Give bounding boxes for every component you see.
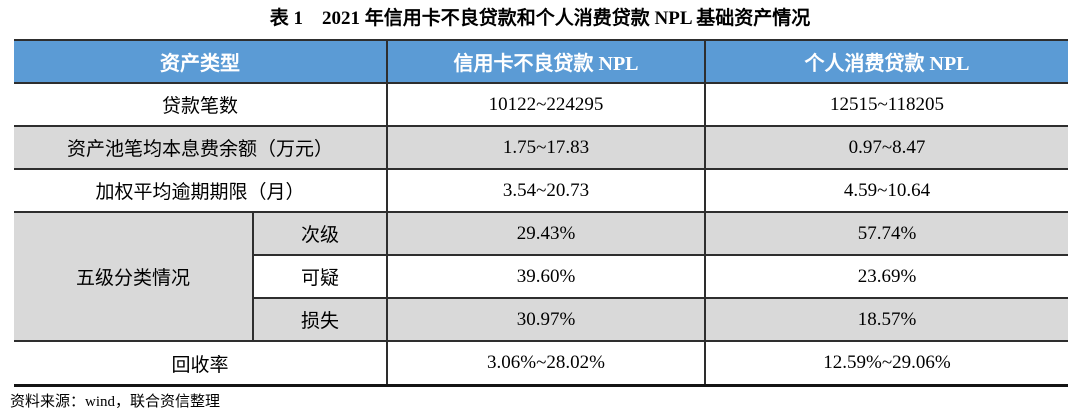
row-label: 加权平均逾期期限（月） [14,168,387,212]
row-label: 贷款笔数 [14,82,387,126]
table-row-classification-subprime: 五级分类情况 次级 29.43% 57.74% [14,211,1068,341]
cell-consumer-value: 18.57% [704,297,1068,341]
cell-consumer-value: 23.69% [704,254,1068,298]
cell-credit-card-value: 10122~224295 [386,82,705,126]
cell-credit-card-value: 1.75~17.83 [386,125,705,169]
cell-credit-card-value: 3.06%~28.02% [386,340,705,387]
cell-consumer-value: 0.97~8.47 [704,125,1068,169]
col-header-consumer-npl: 个人消费贷款 NPL [704,39,1068,83]
row-sub-label: 可疑 [252,254,387,298]
cell-consumer-value: 57.74% [704,211,1068,255]
row-sub-label: 次级 [252,211,387,255]
row-sub-label: 损失 [252,297,387,341]
table-row-recovery-rate: 回收率 3.06%~28.02% 12.59%~29.06% [14,340,1068,387]
table-row-overdue-term: 加权平均逾期期限（月） 3.54~20.73 4.59~10.64 [14,168,1068,212]
cell-consumer-value: 12515~118205 [704,82,1068,126]
table-title: 表 1 2021 年信用卡不良贷款和个人消费贷款 NPL 基础资产情况 [269,8,811,29]
cell-credit-card-value: 30.97% [386,297,705,341]
col-header-asset-type: 资产类型 [14,39,387,83]
classification-group-label: 五级分类情况 [14,211,253,341]
cell-consumer-value: 4.59~10.64 [704,168,1068,212]
table-row-avg-balance: 资产池笔均本息费余额（万元） 1.75~17.83 0.97~8.47 [14,125,1068,169]
npl-asset-table: 资产类型 信用卡不良贷款 NPL 个人消费贷款 NPL 贷款笔数 10122~2… [14,39,1068,387]
header-row: 资产类型 信用卡不良贷款 NPL 个人消费贷款 NPL [14,39,1068,83]
cell-consumer-value: 12.59%~29.06% [704,340,1068,387]
col-header-credit-card-npl: 信用卡不良贷款 NPL [386,39,705,83]
row-label: 回收率 [14,340,387,387]
cell-credit-card-value: 39.60% [386,254,705,298]
row-label: 资产池笔均本息费余额（万元） [14,125,387,169]
table-row-classification-doubtful: 可疑 39.60% 23.69% [14,254,1068,298]
table-row-loan-count: 贷款笔数 10122~224295 12515~118205 [14,82,1068,126]
source-note: 资料来源：wind，联合资信整理 [10,394,221,410]
table-row-classification-loss: 损失 30.97% 18.57% [14,297,1068,341]
cell-credit-card-value: 29.43% [386,211,705,255]
cell-credit-card-value: 3.54~20.73 [386,168,705,212]
